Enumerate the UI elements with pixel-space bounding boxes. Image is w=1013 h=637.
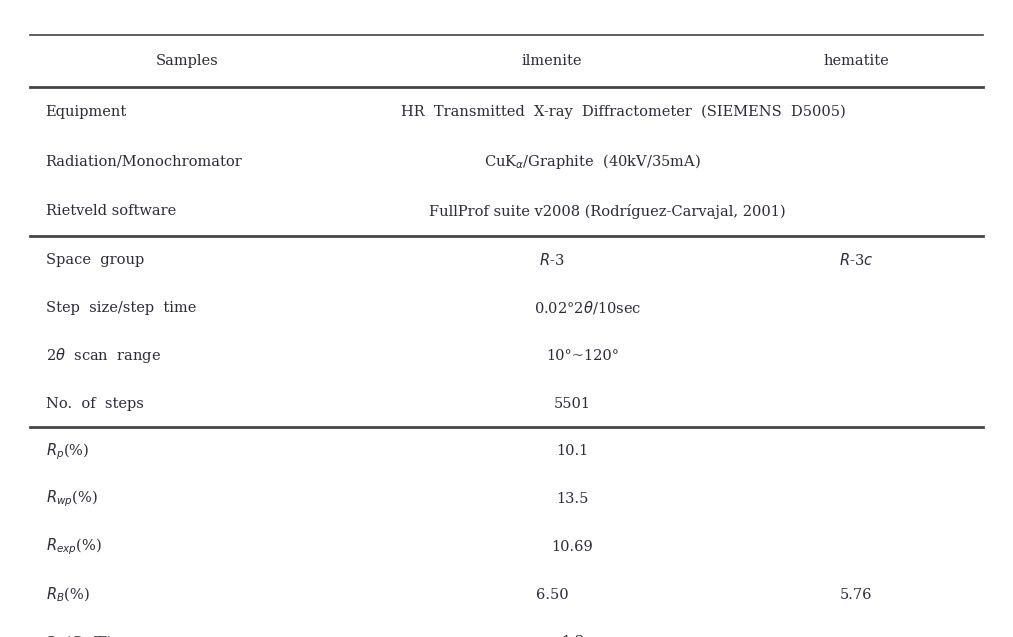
Text: 1.3: 1.3 xyxy=(561,636,583,637)
Text: Equipment: Equipment xyxy=(46,105,127,119)
Text: Step  size/step  time: Step size/step time xyxy=(46,301,196,315)
Text: 10.69: 10.69 xyxy=(551,540,594,554)
Text: 13.5: 13.5 xyxy=(556,492,589,506)
Text: Samples: Samples xyxy=(156,54,219,68)
Text: $\mathit{R}$-3: $\mathit{R}$-3 xyxy=(539,252,565,268)
Text: 5.76: 5.76 xyxy=(840,588,872,601)
Text: Rietveld software: Rietveld software xyxy=(46,204,176,218)
Text: S  (GofF): S (GofF) xyxy=(46,636,112,637)
Text: hematite: hematite xyxy=(824,54,888,68)
Text: HR  Transmitted  X-ray  Diffractometer  (SIEMENS  D5005): HR Transmitted X-ray Diffractometer (SIE… xyxy=(400,105,846,119)
Text: FullProf suite v2008 (Rodríguez-Carvajal, 2001): FullProf suite v2008 (Rodríguez-Carvajal… xyxy=(430,204,786,219)
Text: $\mathit{R}$-3$\mathit{c}$: $\mathit{R}$-3$\mathit{c}$ xyxy=(839,252,873,268)
Text: $\mathit{R}_p$(%): $\mathit{R}_p$(%) xyxy=(46,441,89,462)
Text: 0.02°2$\theta$/10sec: 0.02°2$\theta$/10sec xyxy=(534,299,641,317)
Text: 6.50: 6.50 xyxy=(536,588,568,601)
Text: $\mathit{R}_{exp}$(%): $\mathit{R}_{exp}$(%) xyxy=(46,536,101,557)
Text: ilmenite: ilmenite xyxy=(522,54,582,68)
Text: 2$\theta$  scan  range: 2$\theta$ scan range xyxy=(46,347,161,365)
Text: 5501: 5501 xyxy=(554,397,591,410)
Text: No.  of  steps: No. of steps xyxy=(46,397,144,410)
Text: CuK$_\alpha$/Graphite  (40kV/35mA): CuK$_\alpha$/Graphite (40kV/35mA) xyxy=(484,152,701,171)
Text: 10.1: 10.1 xyxy=(556,445,589,458)
Text: 10°~120°: 10°~120° xyxy=(546,349,619,362)
Text: $\mathit{R}_{wp}$(%): $\mathit{R}_{wp}$(%) xyxy=(46,489,97,510)
Text: Space  group: Space group xyxy=(46,254,144,267)
Text: Radiation/Monochromator: Radiation/Monochromator xyxy=(46,155,242,169)
Text: $\mathit{R}_B$(%): $\mathit{R}_B$(%) xyxy=(46,585,89,604)
